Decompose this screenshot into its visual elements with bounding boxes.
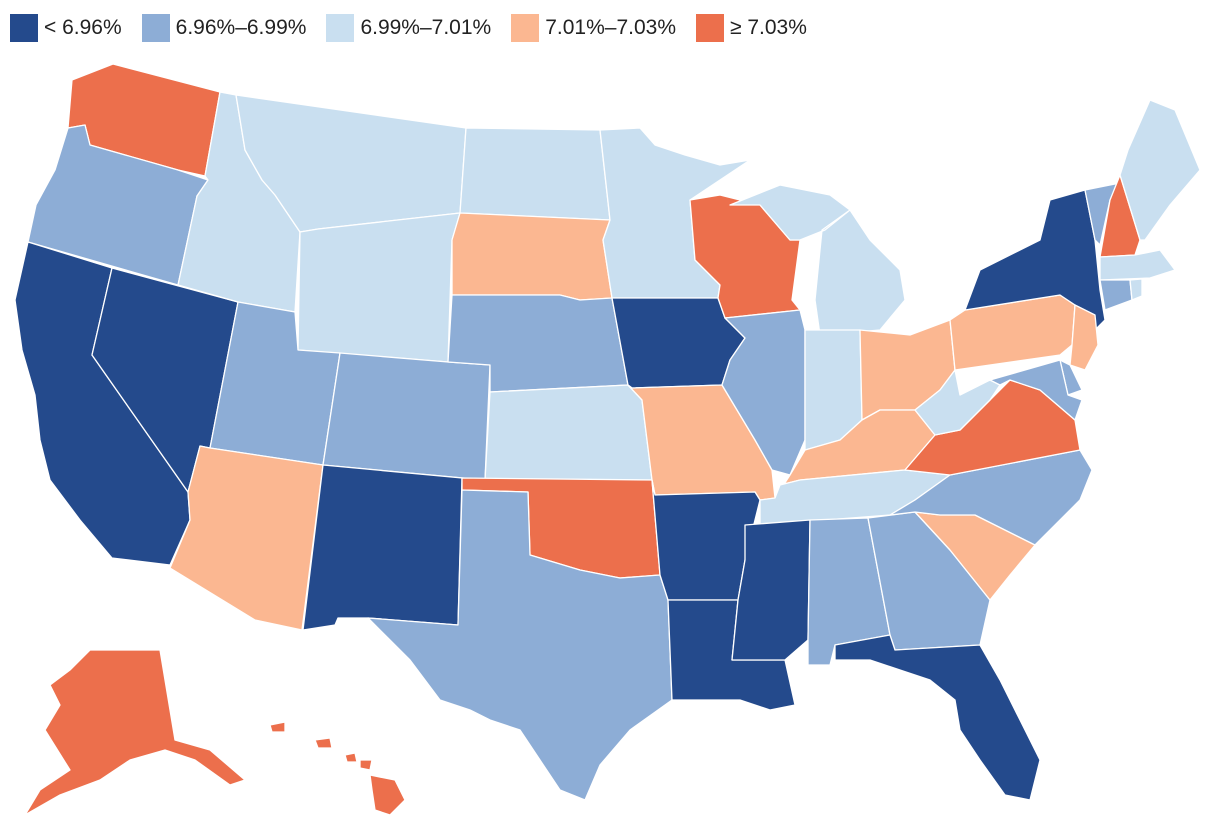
legend: < 6.96% 6.96%–6.99% 6.99%–7.01% 7.01%–7.… (10, 12, 827, 44)
state-ct[interactable] (1099, 279, 1133, 311)
state-nc[interactable] (889, 449, 1093, 546)
legend-item-lt-6-96: < 6.96% (10, 14, 122, 42)
legend-swatch (696, 14, 724, 42)
legend-item-7-01-7-03: 7.01%–7.03% (511, 14, 676, 42)
legend-label: 6.99%–7.01% (360, 16, 492, 39)
legend-label: ≥ 7.03% (730, 16, 807, 39)
legend-item-6-99-7-01: 6.99%–7.01% (326, 14, 491, 42)
legend-item-gte-7-03: ≥ 7.03% (696, 14, 807, 42)
state-tx[interactable] (367, 489, 673, 801)
state-nm[interactable] (302, 464, 463, 631)
state-sd[interactable] (451, 212, 613, 301)
legend-swatch (326, 14, 355, 42)
state-il[interactable] (721, 309, 806, 476)
state-co[interactable] (322, 352, 491, 481)
state-wy[interactable] (297, 212, 461, 363)
state-md[interactable] (989, 359, 1083, 421)
legend-item-6-96-6-99: 6.96%–6.99% (141, 14, 307, 42)
state-vt[interactable] (1084, 182, 1121, 246)
state-ny[interactable] (964, 189, 1106, 331)
legend-label: < 6.96% (44, 16, 122, 39)
state-nd[interactable] (459, 127, 611, 221)
state-mi[interactable] (729, 184, 906, 336)
state-ak[interactable] (24, 649, 246, 816)
legend-label: 6.96%–6.99% (175, 16, 307, 39)
state-ks[interactable] (484, 384, 653, 481)
state-ri[interactable] (1129, 278, 1143, 301)
state-me[interactable] (1119, 99, 1201, 241)
state-az[interactable] (169, 445, 324, 631)
state-fl[interactable] (834, 634, 1041, 801)
state-nj[interactable] (1069, 304, 1099, 371)
legend-swatch (511, 14, 540, 42)
state-hi[interactable] (269, 721, 406, 816)
legend-label: 7.01%–7.03% (545, 16, 676, 39)
legend-swatch (10, 14, 38, 42)
legend-swatch (141, 14, 170, 42)
